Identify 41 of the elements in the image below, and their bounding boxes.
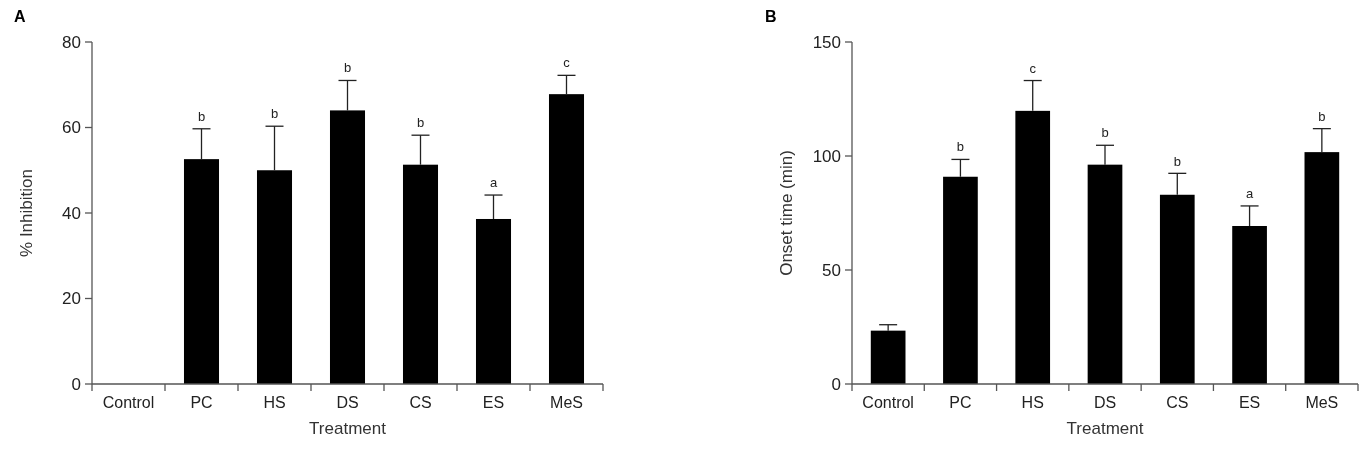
y-tick-label: 0 — [71, 374, 81, 394]
x-tick-label: HS — [263, 394, 286, 411]
x-tick-label: DS — [1093, 394, 1117, 411]
annotation: b — [270, 106, 279, 122]
annotation: b — [956, 139, 965, 155]
y-tick-label: 150 — [812, 32, 841, 52]
annotation: b — [416, 115, 425, 131]
y-tick-label: 0 — [831, 374, 841, 394]
x-tick-label: DS — [336, 394, 359, 411]
chart-title: B — [765, 8, 777, 25]
x-tick-label: MeS — [1305, 394, 1339, 411]
x-tick-label: ES — [482, 394, 505, 411]
annotation: b — [343, 60, 352, 76]
y-tick-label: 100 — [812, 146, 841, 166]
x-tick-label: CS — [1166, 394, 1189, 411]
y-axis-title: Onset time (min) — [777, 150, 796, 276]
annotation: b — [197, 108, 206, 124]
annotation: b — [1173, 153, 1181, 169]
annotation: b — [1318, 108, 1326, 124]
x-tick-label: PC — [190, 394, 213, 411]
annotation: a — [1245, 185, 1254, 201]
annotation: b — [1101, 125, 1109, 141]
y-tick-label: 20 — [62, 289, 81, 309]
annotation: a — [489, 175, 498, 191]
x-tick-label: HS — [1021, 394, 1044, 411]
annotation: c — [563, 55, 571, 71]
x-tick-label: Control — [862, 394, 914, 411]
chart-title: A — [14, 8, 26, 25]
x-tick-label: CS — [409, 394, 432, 411]
x-tick-label: PC — [949, 394, 972, 411]
annotation: c — [1029, 60, 1037, 76]
y-tick-label: 50 — [822, 260, 841, 280]
x-axis-title: Treatment — [1066, 419, 1144, 438]
x-tick-label: Control — [102, 394, 155, 411]
y-tick-label: 40 — [62, 203, 81, 223]
x-tick-label: MeS — [550, 394, 583, 411]
y-axis-title: % Inhibition — [17, 169, 36, 257]
x-axis-title: Treatment — [309, 419, 387, 438]
x-tick-label: ES — [1238, 394, 1261, 411]
y-tick-label: 80 — [62, 32, 81, 52]
y-tick-label: 60 — [62, 118, 81, 138]
